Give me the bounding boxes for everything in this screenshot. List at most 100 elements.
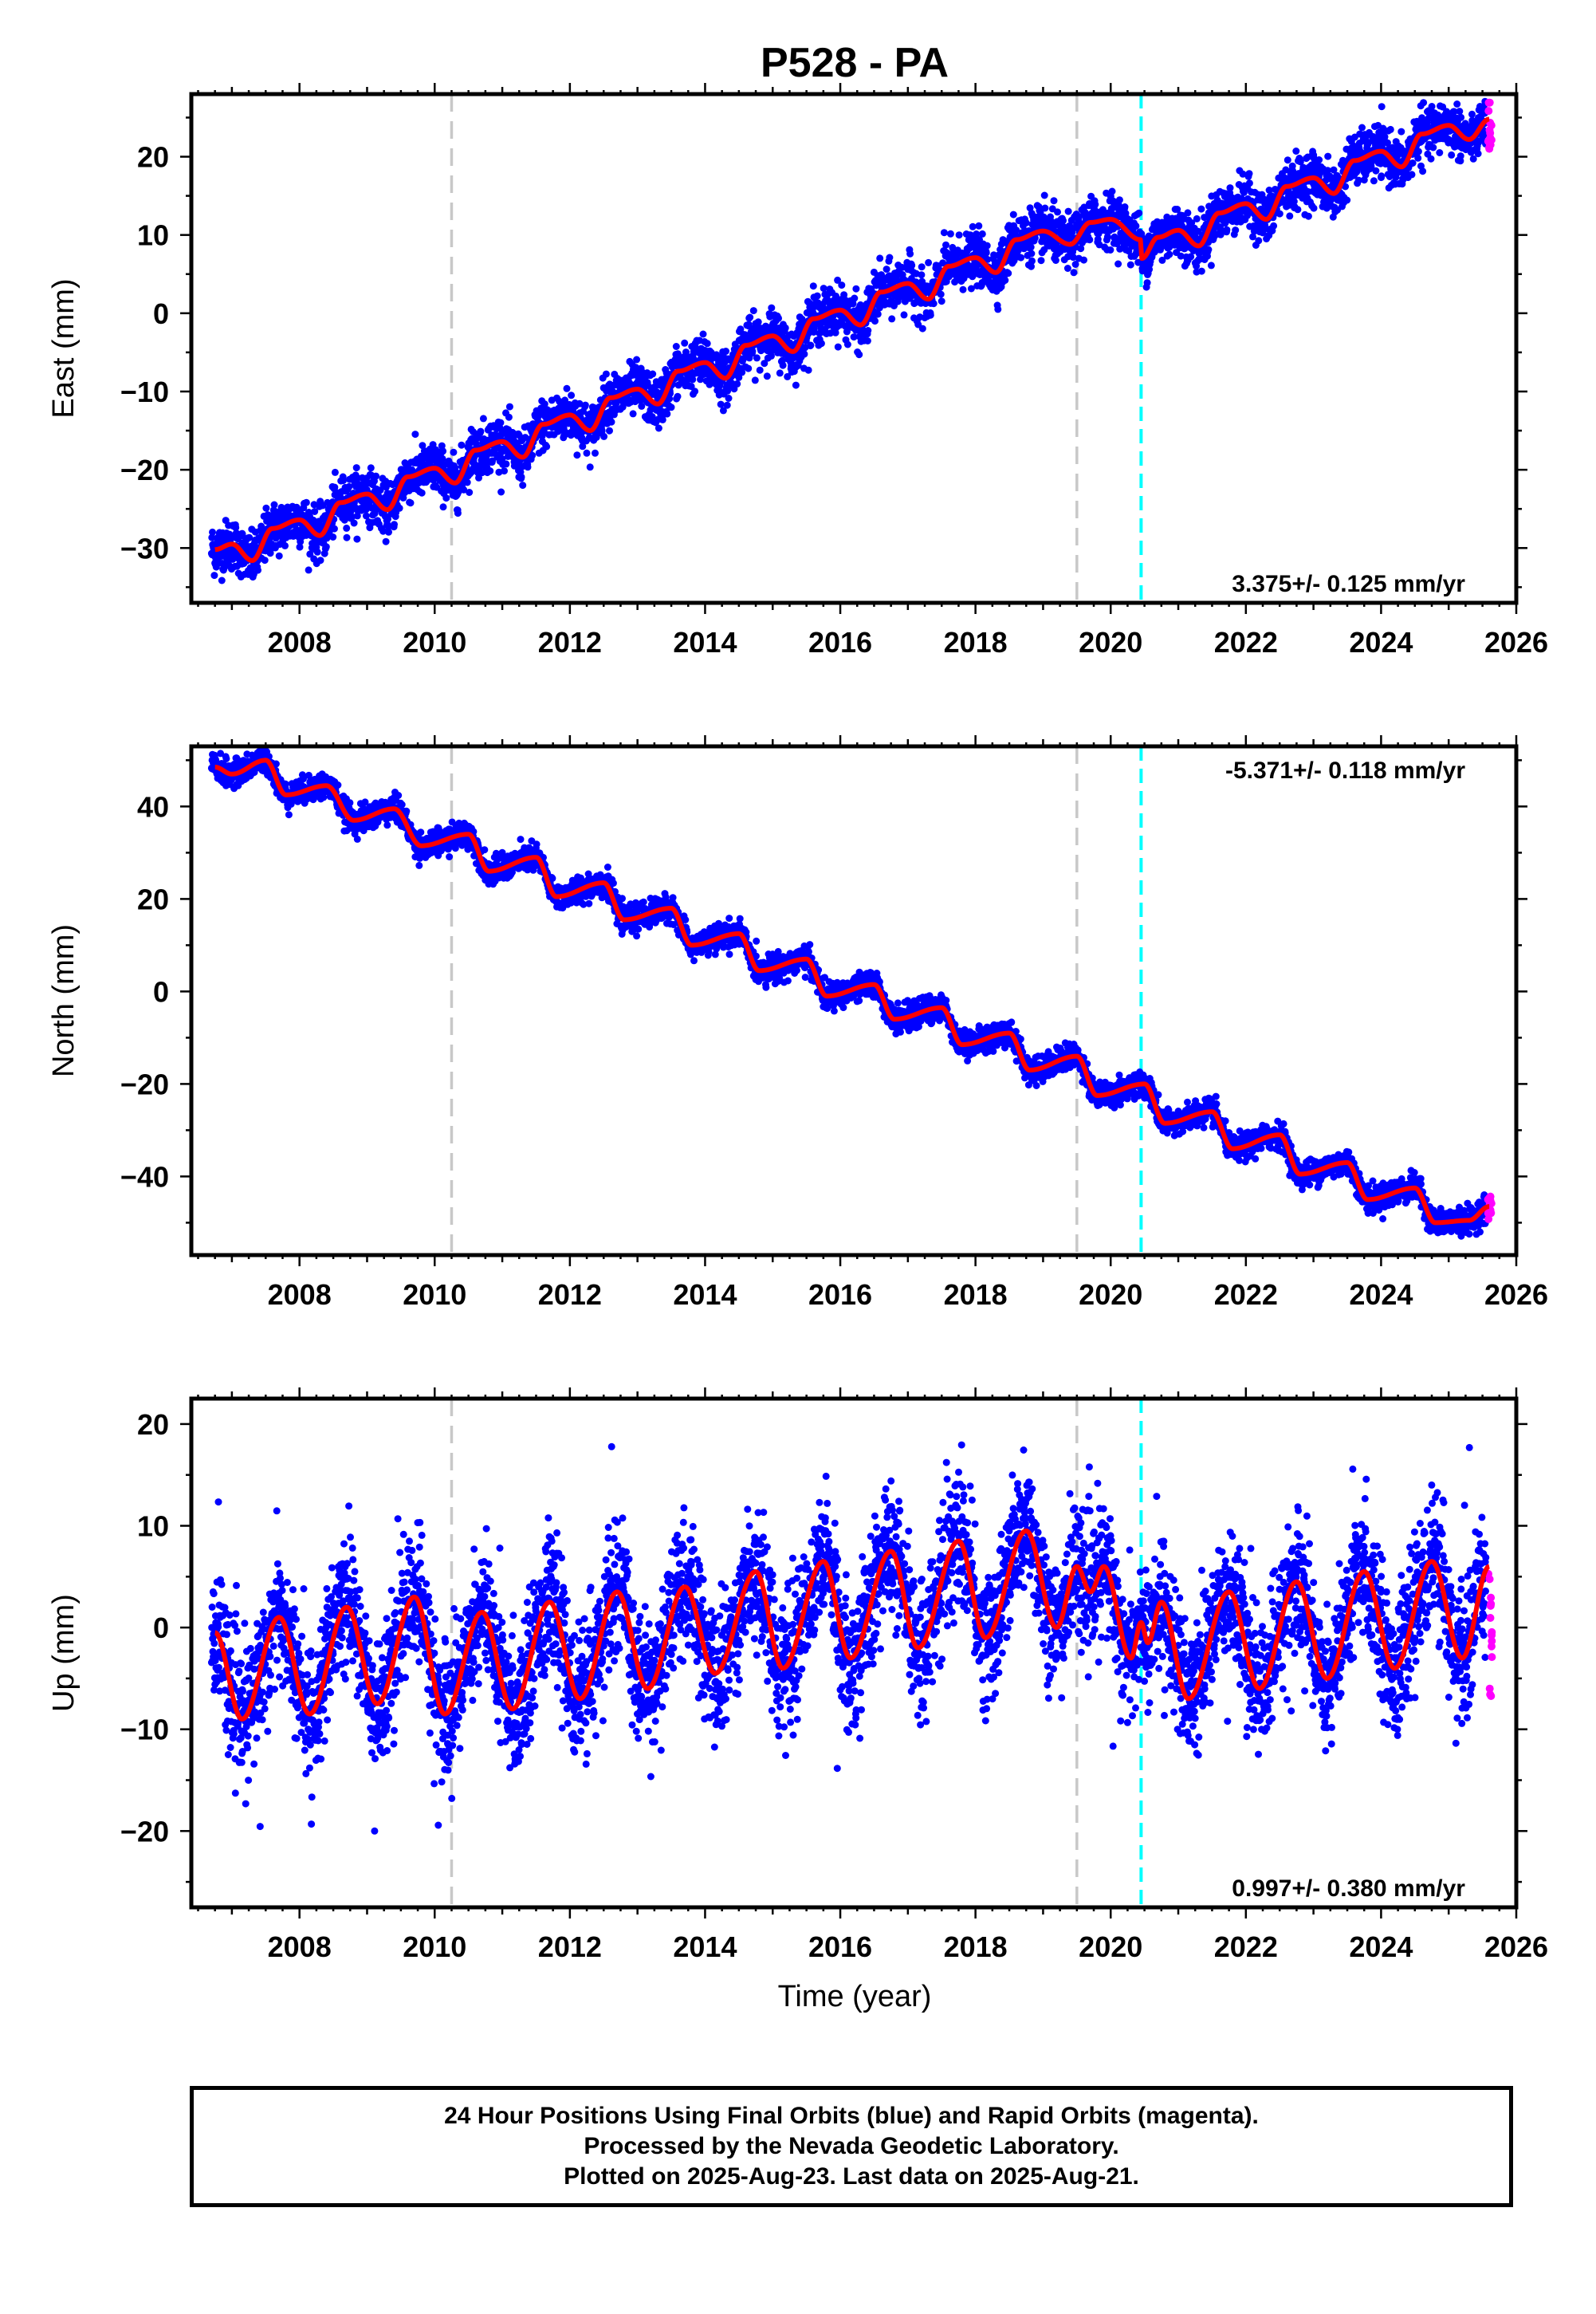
data-point [874, 310, 882, 318]
data-point [672, 343, 680, 350]
data-point [723, 401, 731, 409]
rapid-data-point [1487, 121, 1496, 130]
data-point [655, 424, 662, 432]
y-tick-label-east--20: −20 [120, 454, 169, 486]
data-point [746, 313, 754, 321]
data-point [667, 403, 675, 411]
data-point [1114, 260, 1122, 268]
data-point [768, 304, 776, 312]
data-point [942, 241, 949, 249]
data-point [454, 510, 462, 518]
data-point [937, 290, 945, 298]
data-point [379, 527, 387, 535]
data-point [817, 340, 825, 348]
data-point [606, 427, 613, 435]
data-point [843, 340, 851, 348]
data-point [607, 418, 615, 426]
rapid-data-point [1485, 98, 1494, 107]
data-point [385, 528, 392, 536]
data-point [340, 477, 347, 485]
data-point [1080, 256, 1087, 264]
data-point [1378, 172, 1386, 180]
data-point [1086, 236, 1094, 244]
data-point [460, 486, 468, 494]
data-point [502, 460, 510, 468]
data-point [489, 457, 496, 465]
data-point [322, 543, 330, 551]
data-point [486, 467, 494, 475]
data-point [809, 282, 817, 290]
data-point [1409, 159, 1417, 167]
data-point [781, 324, 789, 332]
data-point [266, 549, 274, 557]
x-tick-label-east-2020: 2020 [1079, 626, 1142, 659]
data-point [851, 294, 859, 302]
data-point [254, 566, 261, 574]
y-tick-label-east-0: 0 [153, 297, 169, 330]
data-point [439, 447, 447, 455]
data-point [776, 369, 784, 377]
y-tick-label-east-20: 20 [137, 141, 169, 174]
data-point [1245, 179, 1253, 187]
data-point [477, 427, 485, 435]
data-point [1091, 200, 1099, 208]
data-point [918, 263, 926, 271]
data-point [633, 356, 641, 364]
data-point [1037, 257, 1045, 265]
data-point [1457, 113, 1465, 121]
data-point [1343, 196, 1351, 204]
x-tick-label-east-2022: 2022 [1214, 626, 1278, 659]
data-point [1292, 148, 1300, 155]
data-point [343, 524, 351, 532]
data-point [1197, 267, 1205, 275]
data-point [458, 441, 466, 449]
data-point [362, 512, 370, 520]
data-point [649, 370, 657, 378]
data-point [1028, 250, 1036, 258]
y-tick-label-east--10: −10 [120, 376, 169, 408]
data-point [775, 314, 782, 322]
panel-north: 2008 2010 2012 2014 2016 2018 2020 2022 2024 2026… [47, 735, 1548, 1311]
rapid-data-point [1485, 144, 1493, 152]
data-point [442, 494, 450, 502]
data-point [330, 525, 338, 533]
data-point [348, 513, 356, 521]
data-point [1429, 144, 1437, 152]
data-point [1414, 154, 1422, 162]
data-point [218, 577, 226, 584]
data-point [725, 395, 733, 402]
data-point [959, 285, 967, 293]
data-point [306, 550, 314, 558]
data-point [1448, 151, 1456, 159]
data-point [925, 258, 933, 266]
data-point [1420, 99, 1428, 107]
data-point [302, 498, 310, 506]
data-point [331, 483, 339, 491]
data-point [519, 482, 527, 490]
data-point [1064, 207, 1072, 215]
data-point [886, 254, 894, 262]
data-point [345, 482, 353, 490]
data-point [883, 266, 890, 274]
data-point [275, 552, 283, 560]
data-point [246, 533, 254, 541]
y-axis-label-east: East (mm) [47, 278, 81, 418]
data-point [281, 541, 289, 549]
data-point [1414, 148, 1422, 155]
data-point [1205, 246, 1213, 254]
data-point [313, 548, 321, 556]
data-point [586, 463, 594, 471]
data-point [663, 410, 671, 418]
data-point [1304, 212, 1312, 220]
data-point [438, 455, 446, 462]
x-tick-label-east-2024: 2024 [1349, 626, 1413, 659]
data-point [969, 222, 977, 230]
x-tick-label-east-2008: 2008 [268, 626, 332, 659]
data-point [1310, 204, 1318, 212]
data-point [592, 449, 599, 457]
data-point [751, 376, 759, 384]
data-point [1107, 246, 1114, 254]
data-point [352, 464, 360, 472]
data-point [1378, 103, 1386, 111]
